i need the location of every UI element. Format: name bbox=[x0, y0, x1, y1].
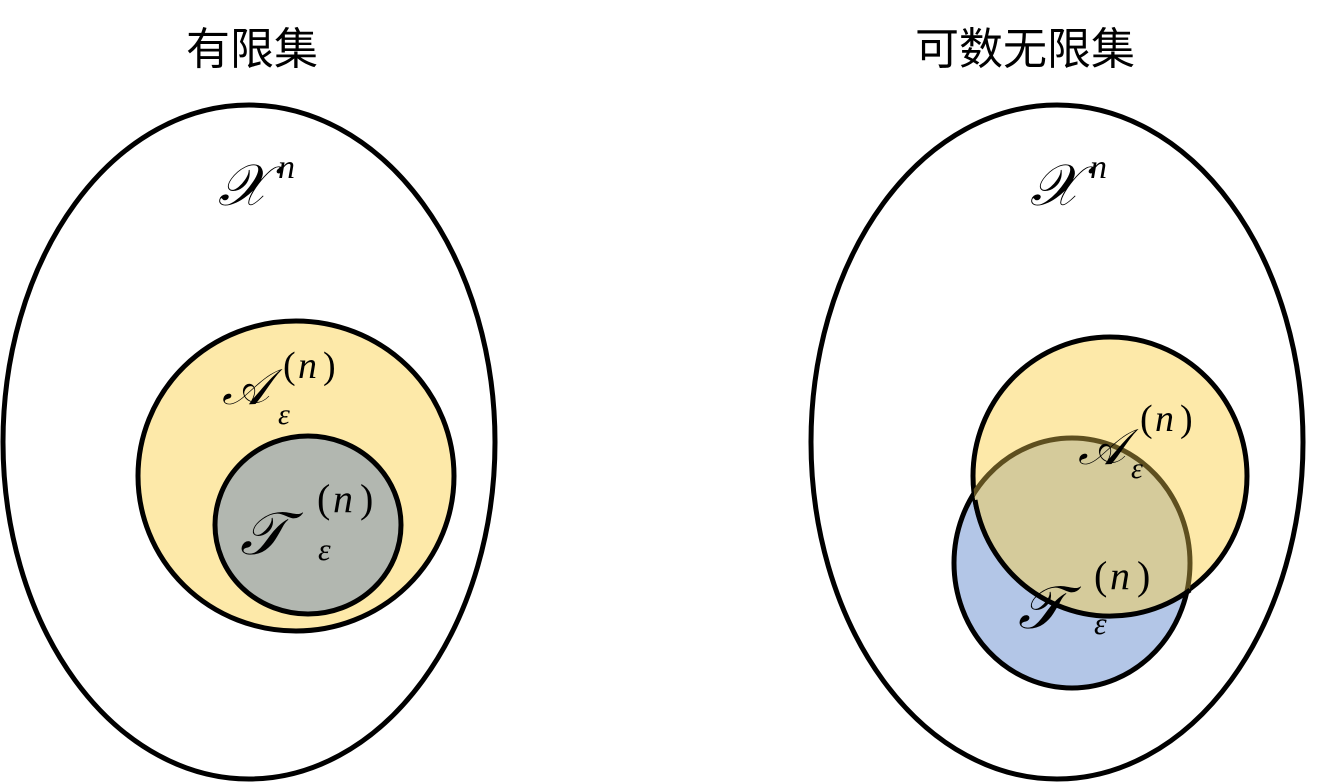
set-t-sup-n: n bbox=[1110, 553, 1130, 598]
set-t-sup-open: ( bbox=[317, 476, 330, 521]
panel-finite: 有限集 𝒳 n 𝒜 ( n ) ε 𝒯 ( n ) ε bbox=[0, 24, 498, 782]
universe-superscript: n bbox=[1090, 149, 1107, 186]
panel-countably-infinite: 可数无限集 𝒳 n 𝒜 ( n ) ε 𝒯 ( n ) bbox=[808, 24, 1306, 782]
set-t-subscript: ε bbox=[1094, 605, 1107, 641]
panel-title: 有限集 bbox=[186, 24, 318, 75]
set-a-subscript: ε bbox=[1131, 452, 1143, 485]
set-a-subscript: ε bbox=[278, 398, 290, 431]
set-t-sup-open: ( bbox=[1094, 553, 1107, 598]
set-t-circle bbox=[212, 433, 404, 617]
set-t-sup-close: ) bbox=[360, 476, 373, 521]
set-a-sup-close: ) bbox=[323, 345, 336, 387]
panel-title: 可数无限集 bbox=[915, 24, 1135, 75]
set-a-sup-close: ) bbox=[1180, 398, 1193, 440]
set-a-sup-n: n bbox=[298, 345, 317, 387]
set-a-sup-n: n bbox=[1155, 398, 1174, 440]
set-a-outline-lower bbox=[972, 499, 1192, 619]
intersection-region bbox=[973, 435, 1193, 615]
universe-superscript: n bbox=[278, 149, 295, 186]
set-a-sup-open: ( bbox=[283, 345, 296, 387]
set-a-sup-open: ( bbox=[1140, 398, 1153, 440]
overlap-fill bbox=[973, 435, 1193, 615]
set-t-sup-n: n bbox=[333, 476, 353, 521]
set-t-subscript: ε bbox=[318, 531, 331, 567]
set-t-sup-close: ) bbox=[1137, 553, 1150, 598]
